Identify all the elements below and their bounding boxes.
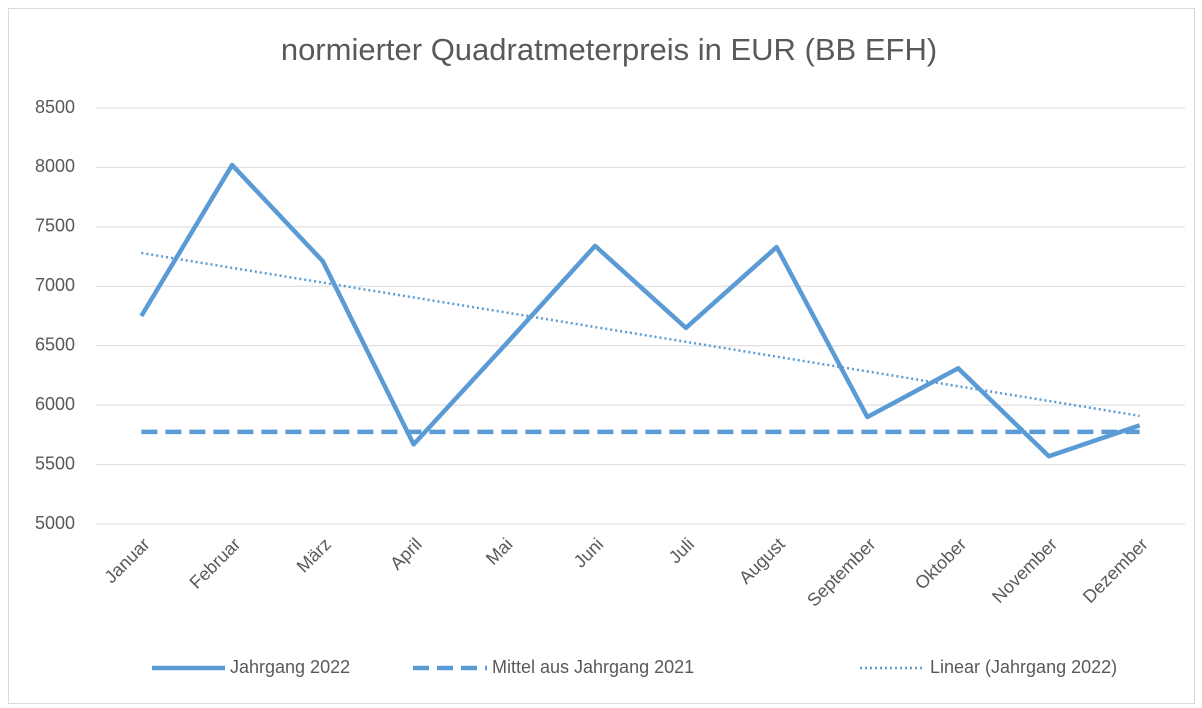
legend-label: Mittel aus Jahrgang 2021 xyxy=(492,657,694,677)
y-tick-label: 5500 xyxy=(35,453,75,473)
y-tick-label: 7000 xyxy=(35,275,75,295)
series-line xyxy=(139,162,1141,459)
legend-label: Linear (Jahrgang 2022) xyxy=(930,657,1117,677)
y-tick-label: 5000 xyxy=(35,513,75,533)
chart-title: normierter Quadratmeterpreis in EUR (BB … xyxy=(281,32,937,67)
y-tick-label: 6000 xyxy=(35,394,75,414)
chart-border xyxy=(8,8,1195,704)
series-line xyxy=(141,251,1140,418)
legend-label: Jahrgang 2022 xyxy=(230,657,350,677)
y-tick-label: 8500 xyxy=(35,97,75,117)
y-tick-label: 7500 xyxy=(35,216,75,236)
y-tick-label: 6500 xyxy=(35,334,75,354)
y-tick-label: 8000 xyxy=(35,156,75,176)
